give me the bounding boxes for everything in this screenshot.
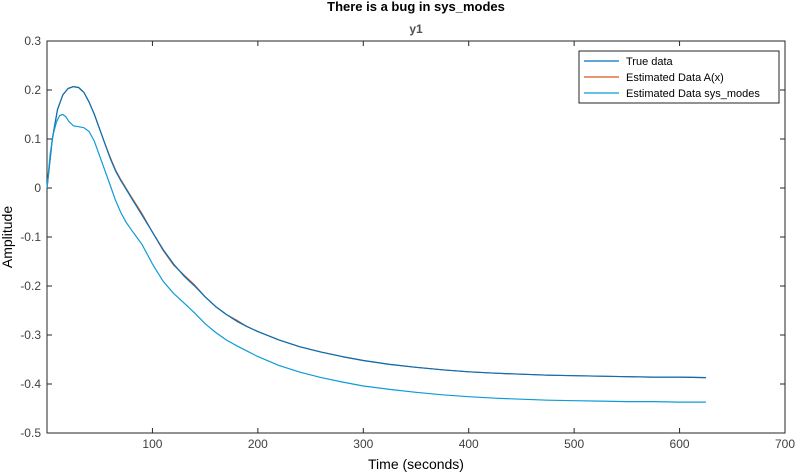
y-tick-label: -0.1: [20, 230, 41, 244]
x-tick-label: 400: [459, 437, 479, 451]
legend-label-2: Estimated Data sys_modes: [626, 88, 760, 100]
chart-subtitle: y1: [409, 22, 423, 36]
y-tick-label: -0.5: [20, 426, 41, 440]
chart-title: There is a bug in sys_modes: [327, 0, 505, 14]
legend-label-1: Estimated Data A(x): [626, 72, 724, 84]
y-tick-label: 0: [34, 181, 41, 195]
x-tick-label: 300: [353, 437, 373, 451]
series-line-2: [46, 113, 706, 403]
y-tick-label: -0.2: [20, 279, 41, 293]
y-tick-label: 0.2: [24, 83, 41, 97]
x-tick-label: 500: [564, 437, 584, 451]
y-tick-label: -0.4: [20, 377, 41, 391]
legend: True data Estimated Data A(x) Estimated Da…: [578, 50, 780, 104]
series-line-0: [46, 85, 706, 379]
y-tick-label: 0.3: [24, 34, 41, 48]
x-axis-label: Time (seconds): [368, 456, 464, 472]
series-layer: [46, 85, 706, 403]
y-tick-label: 0.1: [24, 132, 41, 146]
axis-ticks: 100 200 300 400 500 600 700 0.3 0.2 0.1 0 -0.1 -0.2 -…: [20, 34, 795, 451]
legend-label-0: True data: [626, 56, 674, 68]
x-tick-label: 200: [248, 437, 268, 451]
x-tick-label: 600: [670, 437, 690, 451]
x-tick-label: 100: [142, 437, 162, 451]
y-tick-label: -0.3: [20, 328, 41, 342]
x-tick-label: 700: [775, 437, 795, 451]
y-axis-label: Amplitude: [0, 206, 15, 268]
